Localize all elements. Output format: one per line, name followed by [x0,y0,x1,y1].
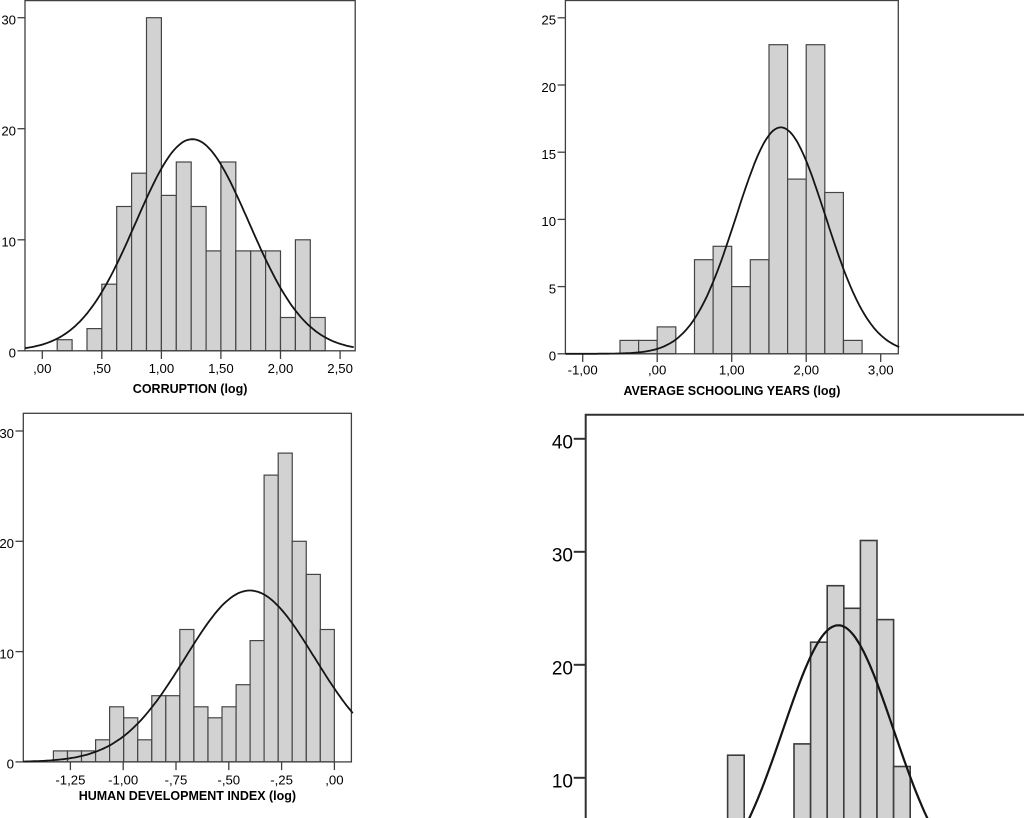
svg-text:30: 30 [0,426,14,441]
svg-text:2,00: 2,00 [268,361,294,376]
svg-text:2,00: 2,00 [793,363,819,378]
svg-text:1,00: 1,00 [719,363,745,378]
svg-text:15: 15 [541,147,556,162]
svg-text:1,00: 1,00 [149,361,175,376]
svg-text:,00: ,00 [325,773,343,788]
svg-text:CORRUPTION (log): CORRUPTION (log) [133,382,248,396]
svg-text:-,75: -,75 [165,773,188,788]
svg-text:10: 10 [1,235,16,250]
svg-text:0: 0 [9,346,16,361]
svg-text:20: 20 [1,124,16,139]
svg-text:3,00: 3,00 [868,363,894,378]
svg-text:20: 20 [552,659,573,680]
svg-text:2,50: 2,50 [327,361,353,376]
svg-text:,00: ,00 [648,363,666,378]
svg-text:10: 10 [541,214,556,229]
svg-text:-1,00: -1,00 [108,773,138,788]
svg-text:25: 25 [541,13,556,28]
svg-text:AVERAGE SCHOOLING YEARS (log): AVERAGE SCHOOLING YEARS (log) [623,384,840,398]
svg-text:10: 10 [0,646,14,661]
svg-text:10: 10 [552,772,573,793]
svg-text:5: 5 [549,281,556,296]
svg-text:,00: ,00 [33,361,51,376]
svg-text:-1,25: -1,25 [55,773,85,788]
svg-text:40: 40 [552,433,573,454]
svg-text:20: 20 [541,80,556,95]
svg-text:,50: ,50 [93,361,111,376]
svg-text:HUMAN DEVELOPMENT INDEX (log): HUMAN DEVELOPMENT INDEX (log) [79,789,296,803]
svg-text:30: 30 [1,13,16,28]
svg-text:1,50: 1,50 [208,361,234,376]
svg-text:20: 20 [0,536,14,551]
svg-text:0: 0 [549,349,556,364]
svg-text:-1,00: -1,00 [568,363,598,378]
svg-text:-,50: -,50 [217,773,240,788]
svg-text:30: 30 [552,546,573,567]
svg-text:0: 0 [7,757,14,772]
svg-text:-,25: -,25 [270,773,293,788]
